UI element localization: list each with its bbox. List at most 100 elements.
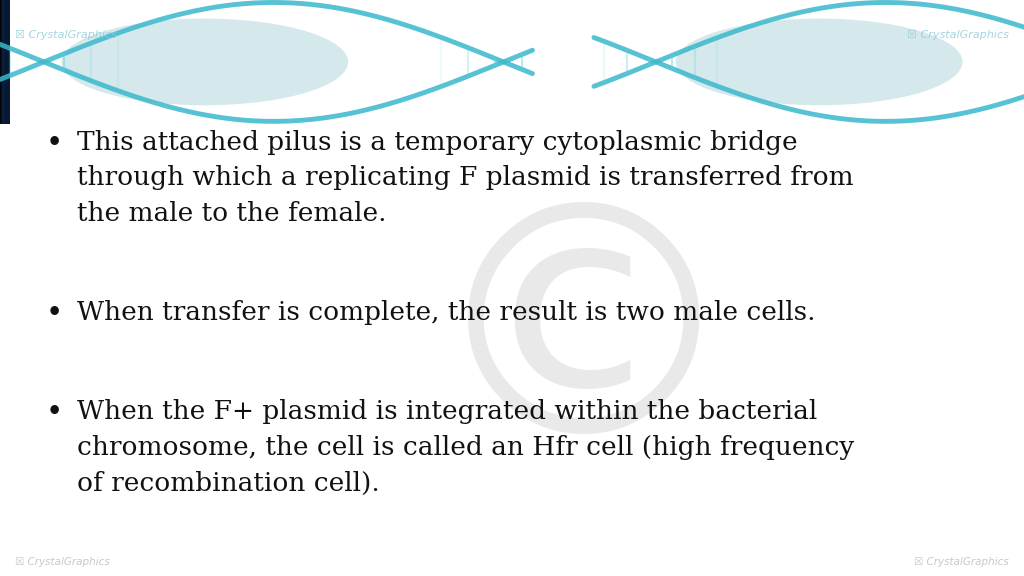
Text: •: • — [46, 130, 63, 158]
Bar — [4, 0, 9, 124]
Bar — [5, 0, 10, 124]
Bar — [2, 0, 7, 124]
Bar — [5, 0, 10, 124]
Bar — [4, 0, 9, 124]
Bar — [0, 0, 5, 124]
Bar — [1, 0, 6, 124]
Bar — [1, 0, 6, 124]
Bar — [3, 0, 8, 124]
Bar — [5, 0, 10, 124]
Bar — [2, 0, 7, 124]
Bar — [3, 0, 8, 124]
Bar — [5, 0, 10, 124]
Bar — [2, 0, 7, 124]
Bar — [4, 0, 9, 124]
Bar — [2, 0, 7, 124]
Bar — [1, 0, 6, 124]
Bar — [3, 0, 8, 124]
Bar — [5, 0, 10, 124]
Bar — [1, 0, 6, 124]
Bar — [2, 0, 7, 124]
Bar — [1, 0, 6, 124]
Bar — [3, 0, 8, 124]
Bar — [1, 0, 6, 124]
Bar — [0, 0, 5, 124]
Bar — [0, 0, 5, 124]
Ellipse shape — [676, 18, 963, 105]
Bar — [2, 0, 7, 124]
Bar — [3, 0, 8, 124]
Bar — [3, 0, 8, 124]
Bar — [2, 0, 7, 124]
Bar — [3, 0, 8, 124]
Bar — [1, 0, 6, 124]
Bar — [0, 124, 1024, 576]
Text: ©: © — [424, 191, 743, 500]
Bar — [1, 0, 6, 124]
Text: This attached pilus is a temporary cytoplasmic bridge: This attached pilus is a temporary cytop… — [77, 130, 798, 154]
Bar — [3, 0, 8, 124]
Bar — [0, 0, 5, 124]
Bar — [2, 0, 7, 124]
Bar — [0, 0, 5, 124]
Bar — [3, 0, 8, 124]
Bar — [2, 0, 7, 124]
Text: •: • — [46, 300, 63, 328]
Bar — [0, 0, 5, 124]
Bar — [3, 0, 8, 124]
Bar — [1, 0, 6, 124]
Bar — [4, 0, 9, 124]
Bar — [1, 0, 6, 124]
Bar — [4, 0, 9, 124]
Bar — [4, 0, 9, 124]
Bar — [4, 0, 9, 124]
Bar — [3, 0, 8, 124]
Bar — [5, 0, 10, 124]
Bar — [1, 0, 6, 124]
Ellipse shape — [61, 18, 348, 105]
Bar — [4, 0, 9, 124]
Bar — [1, 0, 6, 124]
Bar — [4, 0, 9, 124]
Bar — [3, 0, 8, 124]
Bar — [1, 0, 6, 124]
Bar — [5, 0, 10, 124]
Bar — [2, 0, 7, 124]
Bar — [1, 0, 6, 124]
Bar — [3, 0, 9, 124]
Bar — [4, 0, 9, 124]
Bar — [3, 0, 8, 124]
Bar — [0, 0, 5, 124]
Bar — [2, 0, 7, 124]
Bar — [2, 0, 7, 124]
Bar — [0, 0, 5, 124]
Bar — [3, 0, 8, 124]
Bar — [5, 0, 10, 124]
Bar — [3, 0, 8, 124]
Bar — [5, 0, 10, 124]
Bar — [1, 0, 6, 124]
Bar — [4, 0, 9, 124]
Bar — [3, 0, 8, 124]
Bar — [1, 0, 6, 124]
Bar — [2, 0, 7, 124]
Text: When transfer is complete, the result is two male cells.: When transfer is complete, the result is… — [77, 300, 815, 325]
Text: of recombination cell).: of recombination cell). — [77, 471, 380, 495]
Bar — [4, 0, 9, 124]
Bar — [2, 0, 8, 124]
Bar — [5, 0, 10, 124]
Bar — [0, 0, 5, 124]
Bar — [3, 0, 8, 124]
Bar — [5, 0, 10, 124]
Bar — [2, 0, 7, 124]
Bar — [1, 0, 6, 124]
Text: the male to the female.: the male to the female. — [77, 201, 386, 226]
Bar — [1, 0, 6, 124]
Bar — [2, 0, 7, 124]
Bar — [3, 0, 8, 124]
Bar — [1, 0, 6, 124]
Bar — [4, 0, 9, 124]
Bar — [5, 0, 10, 124]
Bar — [4, 0, 9, 124]
Bar — [0, 0, 5, 124]
